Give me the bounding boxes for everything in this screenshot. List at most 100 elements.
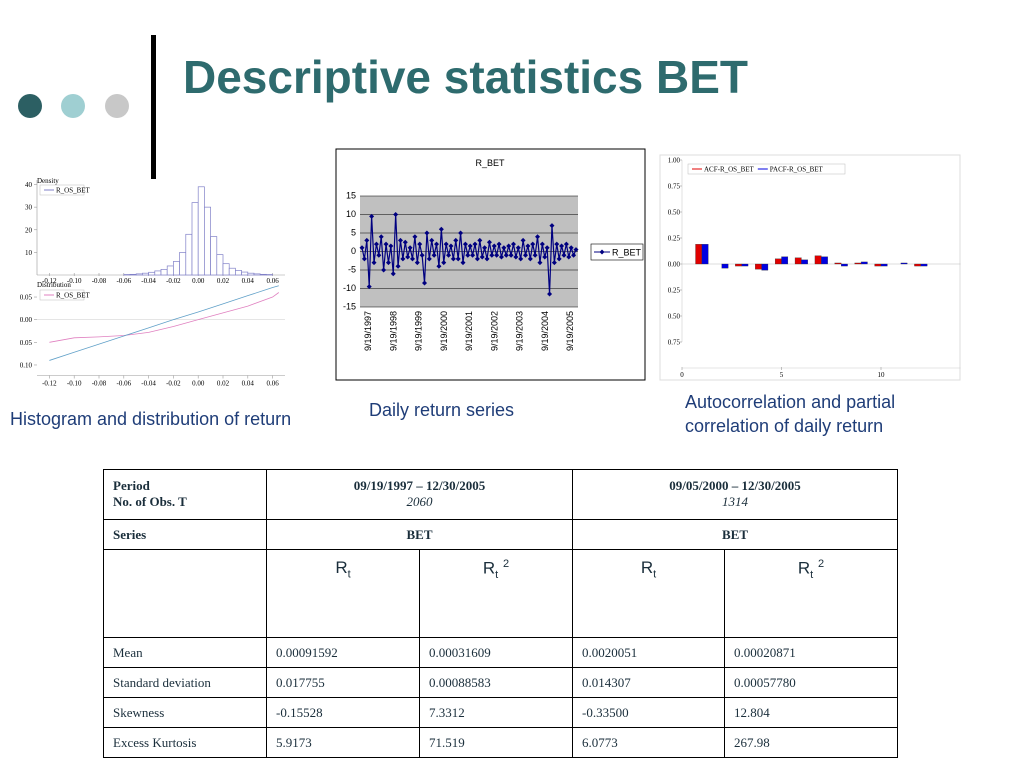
table-cell: Series bbox=[103, 519, 267, 550]
table-cell: Period No. of Obs. T bbox=[103, 469, 267, 520]
x-tick-label: 9/19/1998 bbox=[388, 311, 398, 351]
y-tick-label: 0.05 bbox=[20, 339, 33, 347]
point bbox=[568, 245, 574, 251]
point bbox=[556, 256, 562, 262]
caption: Autocorrelation and partial correlation … bbox=[685, 390, 895, 438]
point bbox=[559, 243, 565, 249]
legend-label: R_OS_BET bbox=[56, 187, 91, 195]
x-tick-label: 0.02 bbox=[217, 380, 230, 388]
table-cell: 09/19/1997 – 12/30/2005 2060 bbox=[266, 469, 573, 520]
point bbox=[494, 252, 500, 258]
bar bbox=[701, 244, 709, 265]
point bbox=[477, 237, 483, 243]
y-tick-label: -10 bbox=[343, 283, 356, 293]
bar bbox=[735, 263, 742, 267]
histogram-bar bbox=[222, 263, 230, 276]
point bbox=[503, 252, 509, 258]
table-cell: 0.00091592 bbox=[266, 637, 420, 668]
point bbox=[429, 237, 435, 243]
point bbox=[390, 271, 396, 277]
point bbox=[486, 239, 492, 245]
point bbox=[376, 252, 382, 258]
point bbox=[491, 243, 497, 249]
y-tick-label: 20 bbox=[25, 226, 33, 234]
x-tick-label: 5 bbox=[780, 371, 784, 379]
y-tick-label: 0.50 bbox=[668, 313, 681, 321]
x-tick-label: -0.04 bbox=[141, 380, 156, 388]
histogram-bar bbox=[179, 252, 187, 276]
x-tick-label: 0.04 bbox=[242, 380, 255, 388]
table-cell: 6.0773 bbox=[572, 727, 725, 758]
histogram-bar bbox=[210, 236, 218, 276]
bullet-dot bbox=[61, 94, 85, 118]
point bbox=[378, 234, 384, 240]
point bbox=[414, 260, 420, 266]
point bbox=[479, 254, 485, 260]
point bbox=[467, 243, 473, 249]
point bbox=[530, 241, 536, 247]
x-tick-label: 9/19/2002 bbox=[489, 311, 499, 351]
y-tick-label: 1.00 bbox=[668, 157, 681, 165]
slide-title: Descriptive statistics BET bbox=[183, 51, 749, 103]
histogram-bar bbox=[166, 265, 174, 276]
histogram-bar bbox=[259, 273, 267, 276]
x-tick-label: -0.06 bbox=[117, 380, 132, 388]
y-tick-label: 5 bbox=[351, 228, 356, 238]
x-tick-label: 9/19/2004 bbox=[540, 311, 550, 351]
x-tick-label: 0.04 bbox=[242, 277, 255, 285]
table-cell: 7.3312 bbox=[419, 697, 573, 728]
symbol-sup: 2 bbox=[502, 558, 510, 570]
y-tick-label: -15 bbox=[343, 302, 356, 312]
point bbox=[364, 237, 370, 243]
point bbox=[361, 256, 367, 262]
table-cell: 0.0020051 bbox=[572, 637, 725, 668]
symbol-base: R bbox=[482, 558, 496, 578]
point bbox=[561, 252, 567, 258]
stats-table: Period No. of Obs. T 09/19/1997 – 12/30/… bbox=[103, 469, 898, 758]
y-tick-label: 40 bbox=[25, 181, 33, 189]
x-tick-label: 0.00 bbox=[192, 380, 205, 388]
table-cell: Rt 2 bbox=[724, 549, 898, 638]
legend-label: ACF-R_OS_BET bbox=[704, 166, 755, 174]
histogram-bar bbox=[135, 273, 143, 276]
point bbox=[371, 260, 377, 266]
histogram-bar bbox=[228, 267, 236, 276]
histogram-bar bbox=[197, 186, 205, 276]
cell-text: No. of Obs. T bbox=[113, 494, 187, 509]
table-cell: 71.519 bbox=[419, 727, 573, 758]
bar bbox=[900, 262, 908, 265]
y-tick-label: 0.50 bbox=[668, 209, 681, 217]
bar bbox=[914, 263, 921, 267]
point bbox=[513, 254, 519, 260]
x-tick-label: -0.12 bbox=[42, 380, 57, 388]
divider bbox=[151, 35, 156, 179]
histogram-bar bbox=[142, 272, 149, 276]
x-tick-label: -0.12 bbox=[42, 277, 57, 285]
y-tick-label: 0.10 bbox=[20, 361, 33, 369]
bar bbox=[841, 263, 848, 267]
table-cell: 0.017755 bbox=[266, 667, 420, 698]
histogram-bar bbox=[154, 270, 162, 276]
histogram-bar bbox=[148, 271, 156, 276]
y-tick-label: 0 bbox=[351, 246, 356, 256]
point bbox=[573, 247, 579, 253]
point bbox=[373, 241, 379, 247]
bar bbox=[874, 263, 882, 267]
table-cell: -0.33500 bbox=[572, 697, 725, 728]
table-cell: 0.014307 bbox=[572, 667, 725, 698]
point bbox=[532, 252, 538, 258]
point bbox=[448, 243, 454, 249]
symbol-base: R bbox=[640, 558, 654, 577]
bar bbox=[794, 257, 802, 265]
point bbox=[470, 252, 476, 258]
table-cell: BET bbox=[266, 519, 573, 550]
point bbox=[455, 256, 461, 262]
y-tick-label: -5 bbox=[348, 265, 356, 275]
point bbox=[571, 252, 577, 258]
symbol-base: R bbox=[797, 558, 811, 578]
bar bbox=[860, 261, 868, 265]
y-tick-label: 30 bbox=[25, 204, 33, 212]
bar bbox=[880, 263, 888, 267]
y-tick-label: 0.25 bbox=[668, 287, 681, 295]
